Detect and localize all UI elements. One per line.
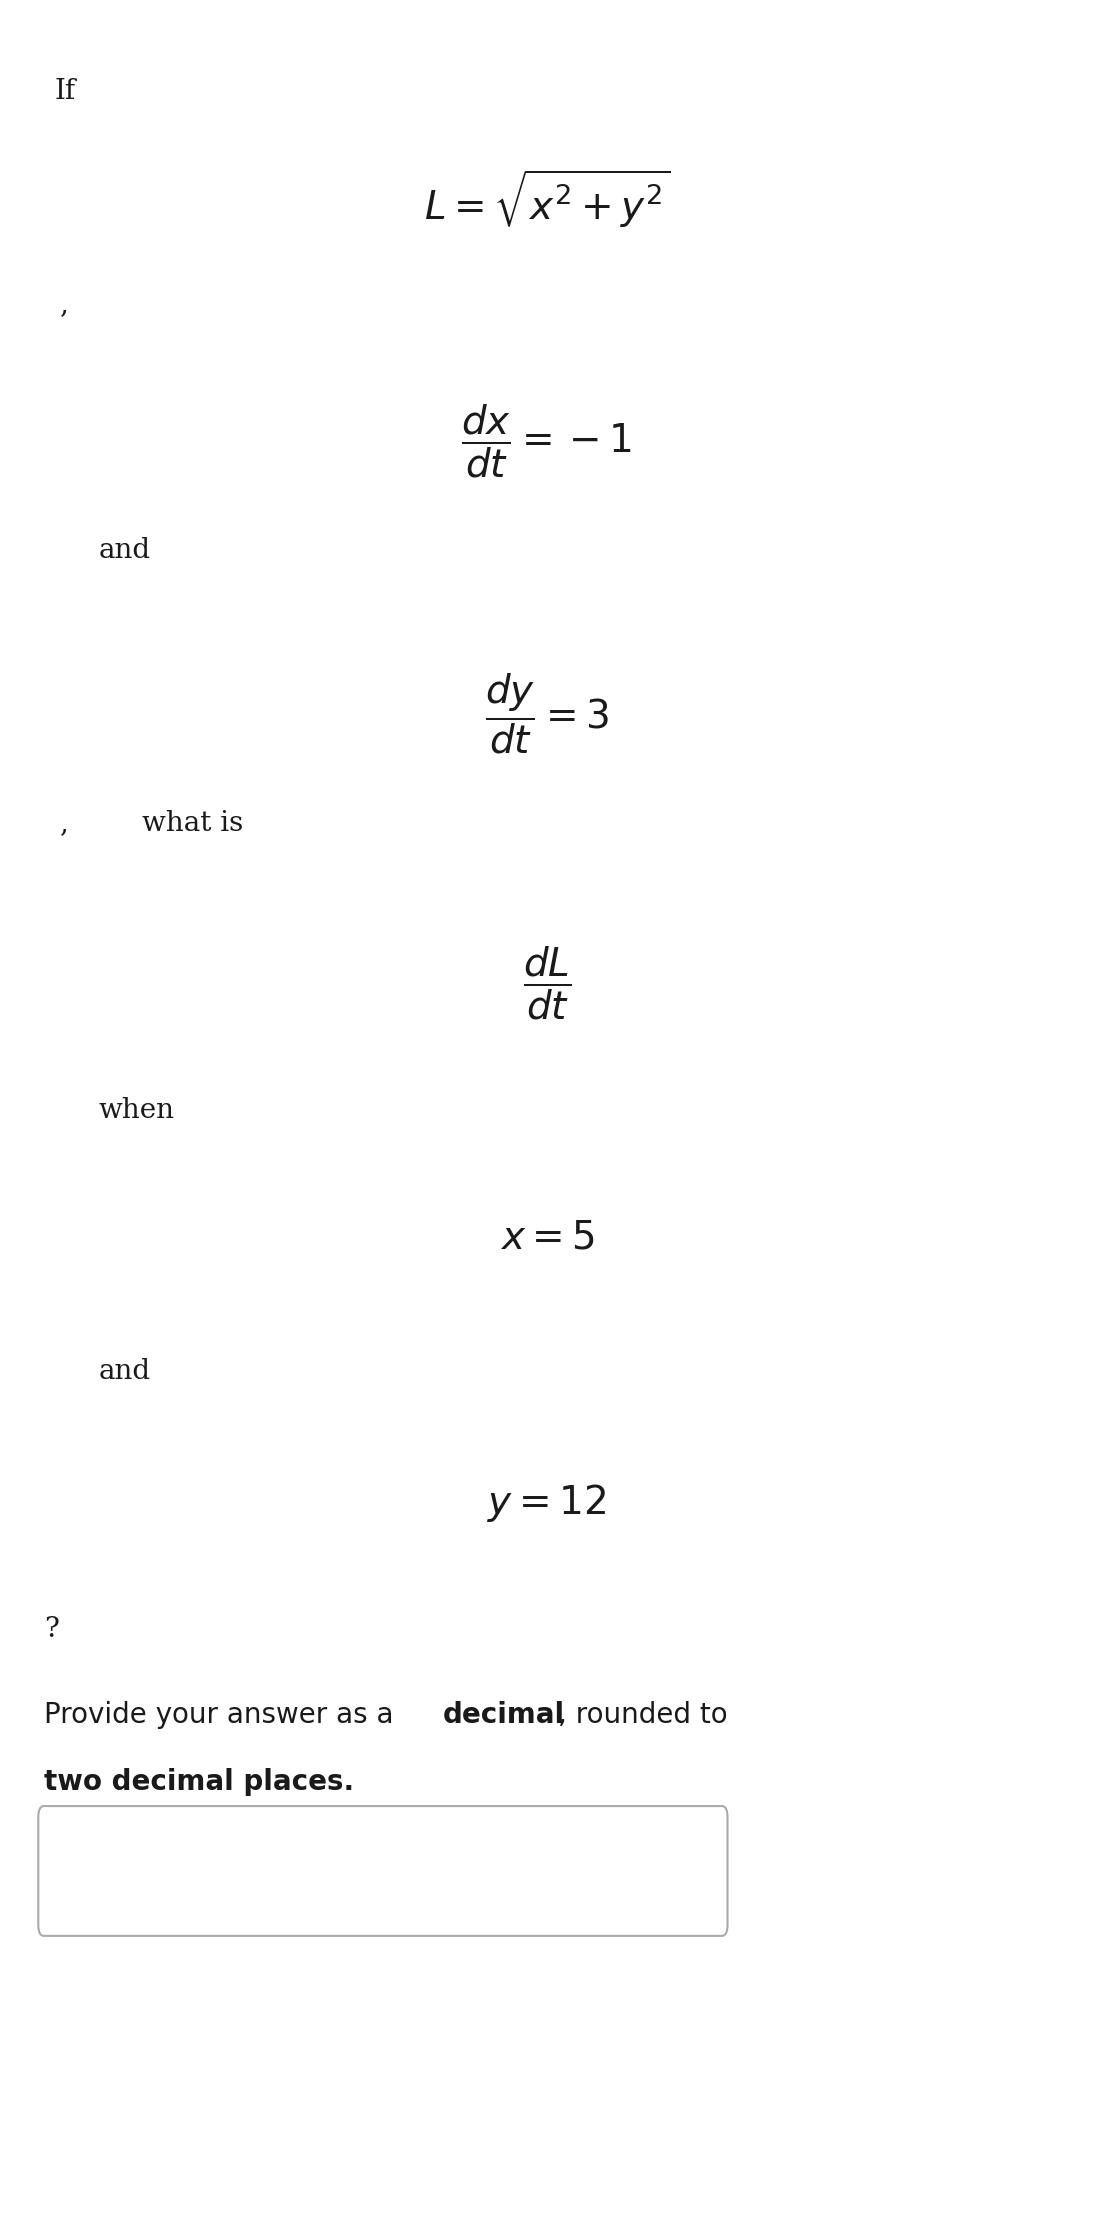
- Text: $x = 5$: $x = 5$: [500, 1220, 594, 1258]
- Text: $\dfrac{dy}{dt} = 3$: $\dfrac{dy}{dt} = 3$: [485, 671, 609, 756]
- Text: ,: ,: [60, 810, 69, 837]
- Text: when: when: [98, 1097, 174, 1123]
- Text: what is: what is: [142, 810, 244, 837]
- Text: $y = 12$: $y = 12$: [487, 1482, 607, 1524]
- Text: decimal: decimal: [443, 1701, 566, 1730]
- Text: $L = \sqrt{x^2 + y^2}$: $L = \sqrt{x^2 + y^2}$: [423, 168, 671, 231]
- Text: two decimal places.: two decimal places.: [44, 1768, 353, 1797]
- Text: If: If: [55, 78, 75, 105]
- Text: ,: ,: [60, 291, 69, 318]
- FancyBboxPatch shape: [38, 1806, 728, 1936]
- Text: and: and: [98, 537, 151, 564]
- Text: Provide your answer as a: Provide your answer as a: [44, 1701, 403, 1730]
- Text: ?: ?: [44, 1616, 59, 1643]
- Text: , rounded to: , rounded to: [558, 1701, 728, 1730]
- Text: $\dfrac{dx}{dt} = -1$: $\dfrac{dx}{dt} = -1$: [462, 403, 632, 479]
- Text: and: and: [98, 1358, 151, 1385]
- Text: $\dfrac{dL}{dt}$: $\dfrac{dL}{dt}$: [523, 944, 571, 1021]
